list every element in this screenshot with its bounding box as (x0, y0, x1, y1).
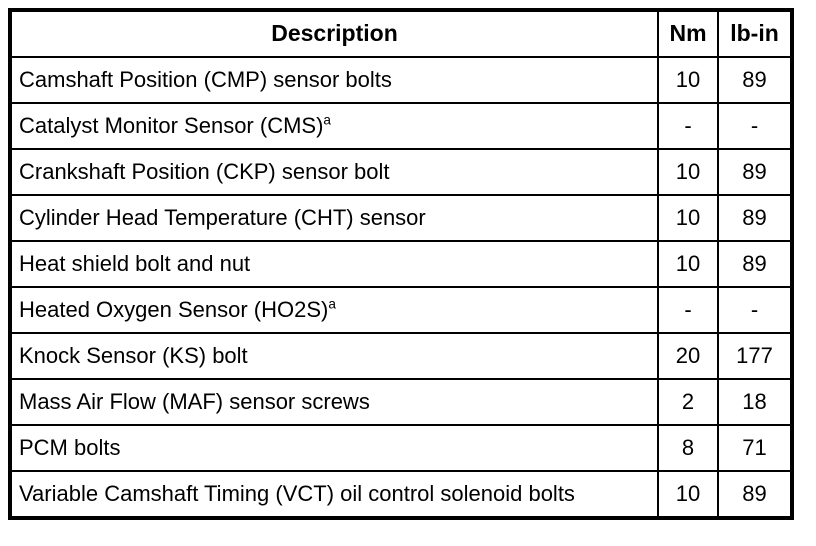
description-text: Mass Air Flow (MAF) sensor screws (19, 388, 370, 414)
description-cell: Heat shield bolt and nut (9, 240, 659, 288)
description-text: Variable Camshaft Timing (VCT) oil contr… (19, 480, 575, 506)
table-row: Camshaft Position (CMP) sensor bolts 10 … (9, 56, 793, 104)
description-text: Crankshaft Position (CKP) sensor bolt (19, 158, 390, 184)
lb-in-value-cell: 89 (717, 56, 793, 104)
table-row: Mass Air Flow (MAF) sensor screws 2 18 (9, 378, 793, 426)
description-text: Cylinder Head Temperature (CHT) sensor (19, 204, 426, 230)
nm-value-cell: 20 (657, 332, 719, 380)
description-text: Heat shield bolt and nut (19, 250, 251, 276)
column-header-nm: Nm (657, 9, 719, 58)
lb-in-value-cell: 89 (717, 470, 793, 519)
table-row: Knock Sensor (KS) bolt 20 177 (9, 332, 793, 380)
table-row: Heat shield bolt and nut 10 89 (9, 240, 793, 288)
nm-value-cell: - (657, 102, 719, 150)
nm-value-cell: 2 (657, 378, 719, 426)
description-cell: Cylinder Head Temperature (CHT) sensor (9, 194, 659, 242)
lb-in-value-cell: 89 (717, 194, 793, 242)
description-text: Camshaft Position (CMP) sensor bolts (19, 66, 392, 92)
column-header-description: Description (9, 9, 659, 58)
description-text: Knock Sensor (KS) bolt (19, 342, 248, 368)
table-row: PCM bolts 8 71 (9, 424, 793, 472)
lb-in-value-cell: 177 (717, 332, 793, 380)
description-cell: Variable Camshaft Timing (VCT) oil contr… (9, 470, 659, 519)
header-row: Description Nm lb-in (9, 9, 793, 58)
table-row: Catalyst Monitor Sensor (CMS)a - - (9, 102, 793, 150)
lb-in-value-cell: 89 (717, 240, 793, 288)
table-row: Variable Camshaft Timing (VCT) oil contr… (9, 470, 793, 519)
description-cell: Heated Oxygen Sensor (HO2S)a (9, 286, 659, 334)
nm-value-cell: 10 (657, 148, 719, 196)
table-row: Crankshaft Position (CKP) sensor bolt 10… (9, 148, 793, 196)
description-cell: Crankshaft Position (CKP) sensor bolt (9, 148, 659, 196)
description-text: Heated Oxygen Sensor (HO2S) (19, 296, 329, 322)
description-text: Catalyst Monitor Sensor (CMS) (19, 112, 324, 138)
description-cell: Knock Sensor (KS) bolt (9, 332, 659, 380)
lb-in-value-cell: - (717, 286, 793, 334)
torque-spec-table: Description Nm lb-in Camshaft Position (… (8, 8, 794, 520)
description-text: PCM bolts (19, 434, 121, 460)
lb-in-value-cell: 89 (717, 148, 793, 196)
nm-value-cell: 10 (657, 194, 719, 242)
table-row: Cylinder Head Temperature (CHT) sensor 1… (9, 194, 793, 242)
lb-in-value-cell: - (717, 102, 793, 150)
nm-value-cell: 10 (657, 56, 719, 104)
nm-value-cell: 10 (657, 240, 719, 288)
description-cell: PCM bolts (9, 424, 659, 472)
column-header-lb-in: lb-in (717, 9, 793, 58)
footnote-superscript: a (328, 296, 336, 312)
description-cell: Catalyst Monitor Sensor (CMS)a (9, 102, 659, 150)
nm-value-cell: 8 (657, 424, 719, 472)
lb-in-value-cell: 71 (717, 424, 793, 472)
footnote-superscript: a (323, 112, 331, 128)
torque-table-body: Camshaft Position (CMP) sensor bolts 10 … (9, 56, 793, 519)
lb-in-value-cell: 18 (717, 378, 793, 426)
table-row: Heated Oxygen Sensor (HO2S)a - - (9, 286, 793, 334)
description-cell: Mass Air Flow (MAF) sensor screws (9, 378, 659, 426)
nm-value-cell: - (657, 286, 719, 334)
torque-table-header: Description Nm lb-in (9, 9, 793, 58)
description-cell: Camshaft Position (CMP) sensor bolts (9, 56, 659, 104)
nm-value-cell: 10 (657, 470, 719, 519)
